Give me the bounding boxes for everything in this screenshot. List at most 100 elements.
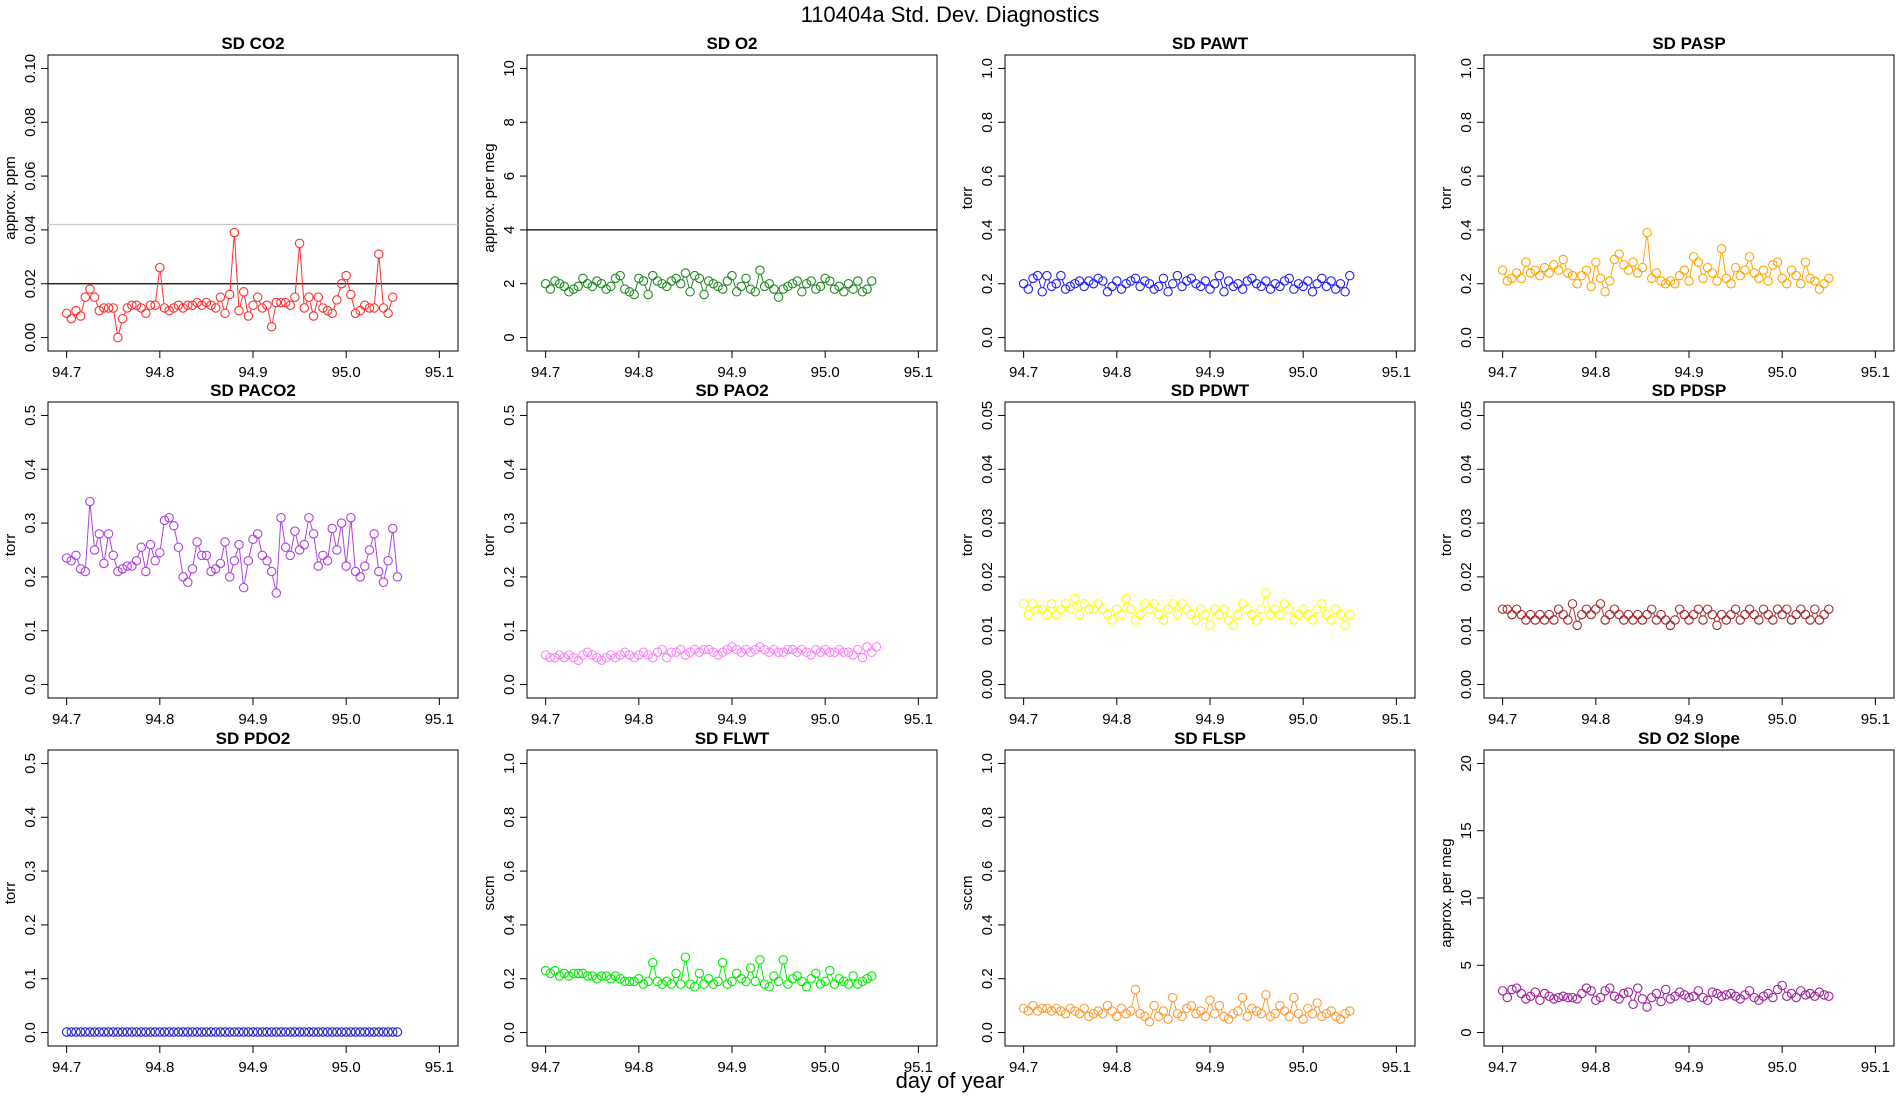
data-point [741,976,751,987]
data-point [1772,257,1783,267]
data-point [1721,990,1732,1000]
data-point [1247,1003,1257,1014]
data-point [1321,281,1332,292]
series-segment [1135,993,1140,1010]
data-point [1623,265,1634,276]
data-point [1228,1008,1239,1019]
data-point [257,303,268,313]
data-point [1149,599,1159,609]
y-tick-label: 0.8 [979,807,996,828]
x-tick-label: 94.9 [1195,711,1224,728]
data-point [1084,1011,1094,1022]
data-point [1018,278,1029,289]
series-segment [1206,1004,1210,1013]
data-point [1028,599,1038,609]
x-tick-label: 94.8 [145,1059,174,1076]
data-point [290,526,300,536]
series-segment [1629,995,1633,1001]
data-point [248,534,258,544]
data-point [610,652,621,663]
data-point [187,564,198,574]
series-segment [1568,607,1572,617]
data-point [801,647,812,658]
y-tick-label: 1.0 [979,58,996,79]
x-tick-label: 94.7 [1009,1059,1038,1076]
y-tick-label: 8 [501,118,518,126]
data-point [689,644,700,655]
data-point [322,1027,333,1037]
data-point [378,1027,389,1037]
x-tick-label: 95.1 [425,364,454,381]
data-point [1539,262,1550,273]
data-point [1112,1011,1122,1022]
data-point [792,647,802,658]
data-point [1814,284,1825,294]
series-segment [1713,618,1716,622]
data-point [1074,1008,1085,1019]
panel-title: SD O2 [706,34,757,53]
data-point [1219,287,1229,297]
data-point [173,300,184,311]
data-point [1521,257,1531,267]
data-point [1233,1006,1243,1016]
series-segment [216,300,220,305]
data-point [1186,1000,1197,1011]
data-point [1074,609,1085,620]
x-tick-label: 94.8 [1581,364,1610,381]
data-point [1032,270,1043,281]
data-point [1158,615,1169,625]
panel-title: SD PAO2 [695,381,768,400]
data-point [136,1027,146,1037]
data-point [689,270,700,281]
data-point [66,1027,77,1037]
y-tick-label: 4 [501,226,518,234]
data-point [736,973,747,984]
data-point [1581,604,1592,614]
data-point [131,556,142,566]
data-point [1735,615,1746,625]
data-point [262,1027,272,1037]
x-tick-label: 94.7 [531,364,560,381]
data-point [1028,1000,1038,1011]
series-segment [1601,607,1605,617]
data-point [1331,1011,1341,1022]
data-point [843,979,854,989]
data-point [689,982,700,992]
y-tick-label: 0.10 [22,54,39,83]
data-point [89,1027,100,1037]
data-point [1205,995,1215,1006]
plot-frame [526,749,938,1047]
data-point [346,289,356,300]
series-segment [1266,998,1271,1013]
data-point [1265,1011,1276,1022]
series-segment [830,974,834,981]
series-segment [1652,612,1656,617]
series-segment [1234,618,1237,622]
data-point [1326,615,1336,625]
series-segment [380,575,383,579]
data-point [1567,270,1578,281]
series-segment [178,551,183,573]
data-point [601,971,611,981]
data-point [578,650,588,660]
series-segment [1261,596,1266,606]
data-point [750,287,761,297]
series-segment [370,537,374,547]
series-segment [1591,266,1596,283]
data-point [75,1027,86,1037]
data-point [540,278,551,289]
data-point [1656,996,1666,1007]
series-segment [108,537,113,552]
series-segment [220,545,225,560]
series-segment [151,548,155,557]
data-point [1824,604,1834,614]
data-point [313,292,323,302]
data-point [1758,604,1769,614]
x-tick-label: 95.1 [904,364,933,381]
data-point [773,976,784,987]
data-point [750,976,761,987]
data-point [839,647,849,658]
x-tick-label: 94.8 [145,711,174,728]
series-segment [309,521,313,530]
data-point [355,305,365,316]
